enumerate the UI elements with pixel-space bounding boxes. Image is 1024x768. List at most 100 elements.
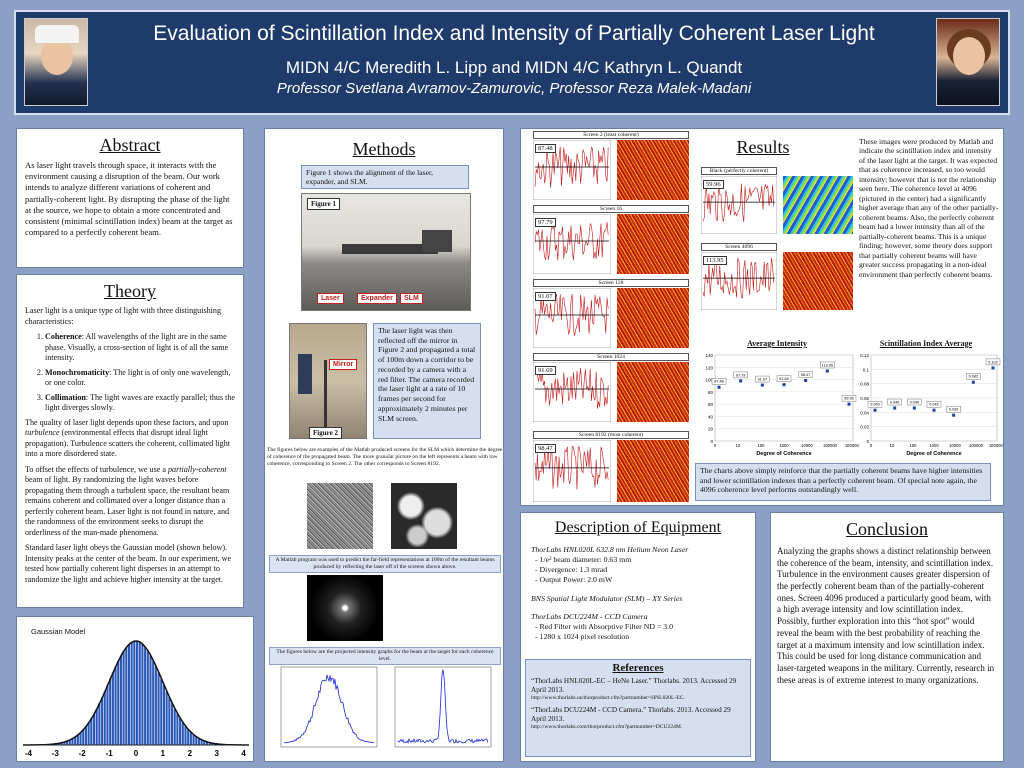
gaussian-bar: [111, 672, 114, 745]
references-box: References “ThorLabs HNL020L-EC – HeNe L…: [525, 659, 751, 757]
author-photo-right: [936, 18, 1000, 106]
slm-screen-high-coherence: [391, 483, 457, 549]
gaussian-bar: [200, 739, 203, 745]
data-label-box: [755, 375, 770, 383]
abstract-text: As laser light travels through space, it…: [25, 160, 233, 238]
trace-line: [534, 222, 609, 261]
data-label: 0.046: [890, 400, 900, 404]
gaussian-bar: [68, 739, 71, 745]
author-photo-left: [24, 18, 88, 106]
gaussian-bar: [103, 691, 106, 745]
poster-header: Evaluation of Scintillation Index and In…: [14, 10, 1010, 115]
gaussian-bar: [87, 722, 90, 745]
gaussian-bar: [205, 741, 209, 745]
screen-label: Screen 1024: [533, 353, 689, 361]
optical-rail: [342, 244, 438, 254]
chart-title: Average Intensity: [746, 339, 808, 348]
data-label-box: [733, 371, 748, 379]
data-label-box: [887, 398, 902, 406]
conclusion-text: Analyzing the graphs shows a distinct re…: [777, 546, 995, 685]
data-point: [893, 406, 897, 410]
scintillation-heatmap-black: [783, 176, 853, 234]
plot-area: [714, 354, 854, 442]
gaussian-bar: [152, 660, 155, 745]
slm-screen-low-coherence: [307, 483, 373, 549]
intensity-value: 97.79: [535, 218, 556, 227]
data-label: 87.48: [714, 380, 724, 384]
x-tick-label: 10: [736, 443, 741, 448]
scintillation-heatmap: [617, 288, 689, 348]
equipment-heading: Description of Equipment: [554, 519, 722, 536]
x-tick-label: 100000: [969, 443, 984, 448]
data-label: 91.69: [779, 377, 789, 381]
y-tick-label: 0: [866, 439, 869, 444]
gaussian-bar: [119, 655, 122, 745]
x-tick-label: 100: [758, 443, 766, 448]
gaussian-bar: [74, 736, 77, 745]
spec-item: Red Filter with Absorptive Filter ND = 3…: [535, 622, 745, 632]
trace-line: [702, 181, 775, 223]
projected-intensity-narrow: [397, 669, 489, 744]
gaussian-bar: [84, 726, 87, 745]
gaussian-bar: [138, 642, 141, 745]
mirror-tag: Mirror: [329, 359, 358, 370]
y-tick-label: 0.04: [860, 410, 869, 415]
scintillation-heatmap-4096: [783, 252, 853, 310]
y-tick-label: 140: [705, 353, 713, 358]
gaussian-bar: [184, 726, 187, 745]
charts-caption: The charts above simply reinforce that t…: [695, 463, 991, 501]
gaussian-bar: [165, 691, 168, 745]
data-point: [804, 379, 808, 383]
trait-list: Coherence: All wavelengths of the light …: [45, 332, 235, 414]
data-label-box: [926, 400, 942, 408]
gaussian-bar: [154, 666, 157, 745]
gaussian-bar: [71, 738, 74, 745]
face-shape: [953, 37, 985, 75]
gaussian-tick-label: -4: [25, 749, 33, 758]
laser-tag: Laser: [317, 293, 344, 304]
gaussian-bar: [144, 647, 147, 745]
y-tick-label: 0.12: [860, 353, 869, 358]
x-tick-label: 10000: [801, 443, 813, 448]
data-label: 0.082: [969, 375, 979, 379]
x-tick-label: 100: [910, 443, 918, 448]
figure1-caption: Figure 1 shows the alignment of the lase…: [301, 165, 469, 189]
gaussian-ticks: -4 -3 -2 -1 0 1 2 3 4: [25, 749, 247, 758]
reference-item: “ThorLabs DCU224M - CCD Camera.” Thorlab…: [531, 705, 731, 723]
intensity-value: 59.96: [703, 180, 724, 189]
gaussian-bar: [146, 651, 149, 745]
reference-item: “ThorLabs HNL020L-EC – HeNe Laser.” Thor…: [531, 677, 737, 694]
data-label: 113.95: [822, 363, 833, 367]
tripod-shape: [324, 360, 327, 436]
gaussian-bar: [60, 742, 63, 745]
gaussian-figure: Gaussian Model -4 -3 -2 -1 0 1 2 3 4: [16, 616, 254, 762]
trait-desc: : The light is of only one wavelength, o…: [45, 367, 231, 388]
slm-device: [422, 230, 452, 252]
gaussian-tick-label: 1: [161, 749, 166, 758]
conclusion-heading: Conclusion: [845, 519, 928, 539]
intensity-plot: 0 20 40 60 80 100 120 140 0 10 100 1000 10000 100000 1…: [705, 353, 859, 457]
data-label-box: [711, 378, 727, 385]
camera-specs: Red Filter with Absorptive Filter ND = 3…: [535, 622, 745, 642]
intensity-value: 91.69: [535, 366, 556, 375]
reference-url[interactable]: http://www.thorlabs.us/thorproduct.cfm?p…: [531, 695, 685, 701]
spec-item: 1280 x 1024 pixel resolution: [535, 632, 745, 642]
y-tick-label: 40: [708, 414, 714, 419]
trace-line: [534, 367, 609, 409]
figure1-photo: [301, 193, 471, 311]
text-run: turbulence: [25, 428, 60, 438]
data-label: 0.046: [910, 400, 920, 404]
y-tick-label: 100: [705, 378, 713, 383]
reference-url[interactable]: http://www.thorlabs.com/thorproduct.cfm?…: [531, 723, 683, 730]
gaussian-curve-plot: -4 -3 -2 -1 0 1 2 3 4: [23, 640, 249, 758]
gaussian-bar: [192, 734, 195, 745]
data-point: [782, 383, 786, 387]
gaussian-bar: [125, 647, 128, 745]
x-tick-label: 1000: [779, 443, 789, 448]
y-tick-label: 80: [708, 390, 714, 395]
student-authors: MIDN 4/C Meredith L. Lipp and MIDN 4/C K…: [285, 58, 743, 77]
gaussian-bar: [162, 685, 165, 745]
theory-paragraph-4: Standard laser light obeys the Gaussian …: [25, 543, 232, 584]
y-tick-label: 60: [708, 402, 714, 407]
theory-intro: Laser light is a unique type of light wi…: [25, 306, 222, 326]
